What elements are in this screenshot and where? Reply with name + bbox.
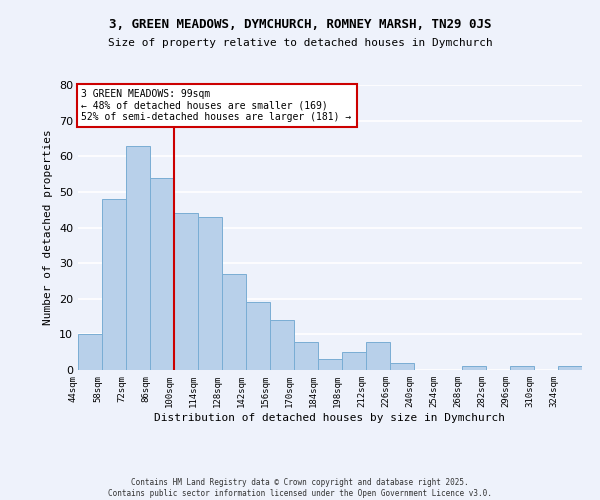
Bar <box>294 342 318 370</box>
Bar <box>126 146 150 370</box>
X-axis label: Distribution of detached houses by size in Dymchurch: Distribution of detached houses by size … <box>155 412 505 422</box>
Bar <box>270 320 294 370</box>
Y-axis label: Number of detached properties: Number of detached properties <box>43 130 53 326</box>
Bar <box>510 366 534 370</box>
Text: 3, GREEN MEADOWS, DYMCHURCH, ROMNEY MARSH, TN29 0JS: 3, GREEN MEADOWS, DYMCHURCH, ROMNEY MARS… <box>109 18 491 30</box>
Text: Size of property relative to detached houses in Dymchurch: Size of property relative to detached ho… <box>107 38 493 48</box>
Bar <box>342 352 366 370</box>
Bar <box>318 360 342 370</box>
Bar <box>246 302 270 370</box>
Bar <box>174 213 198 370</box>
Bar <box>198 217 222 370</box>
Bar <box>462 366 486 370</box>
Bar <box>150 178 174 370</box>
Bar <box>390 363 414 370</box>
Bar <box>222 274 246 370</box>
Bar <box>366 342 390 370</box>
Bar <box>78 334 102 370</box>
Bar <box>558 366 582 370</box>
Text: Contains HM Land Registry data © Crown copyright and database right 2025.
Contai: Contains HM Land Registry data © Crown c… <box>108 478 492 498</box>
Bar <box>102 199 126 370</box>
Text: 3 GREEN MEADOWS: 99sqm
← 48% of detached houses are smaller (169)
52% of semi-de: 3 GREEN MEADOWS: 99sqm ← 48% of detached… <box>82 88 352 122</box>
